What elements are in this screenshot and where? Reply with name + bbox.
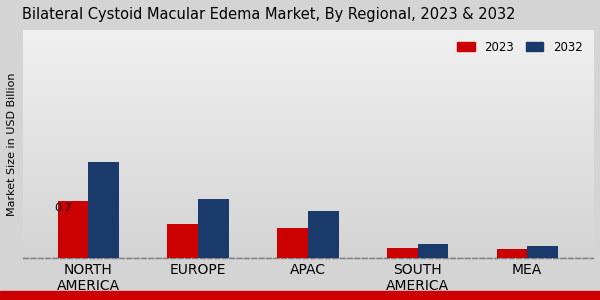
Text: Bilateral Cystoid Macular Edema Market, By Regional, 2023 & 2032: Bilateral Cystoid Macular Edema Market, …	[23, 7, 516, 22]
Bar	[387, 248, 418, 258]
Text: 0.7: 0.7	[55, 202, 72, 213]
Bar	[308, 211, 338, 258]
Bar	[497, 249, 527, 258]
Bar	[527, 246, 558, 258]
Bar	[418, 244, 448, 258]
Bar	[277, 228, 308, 258]
Legend: 2023, 2032: 2023, 2032	[452, 36, 587, 58]
Y-axis label: Market Size in USD Billion: Market Size in USD Billion	[7, 72, 17, 216]
Bar	[58, 201, 88, 258]
Bar	[167, 224, 198, 258]
Bar	[198, 200, 229, 258]
Bar	[88, 162, 119, 258]
